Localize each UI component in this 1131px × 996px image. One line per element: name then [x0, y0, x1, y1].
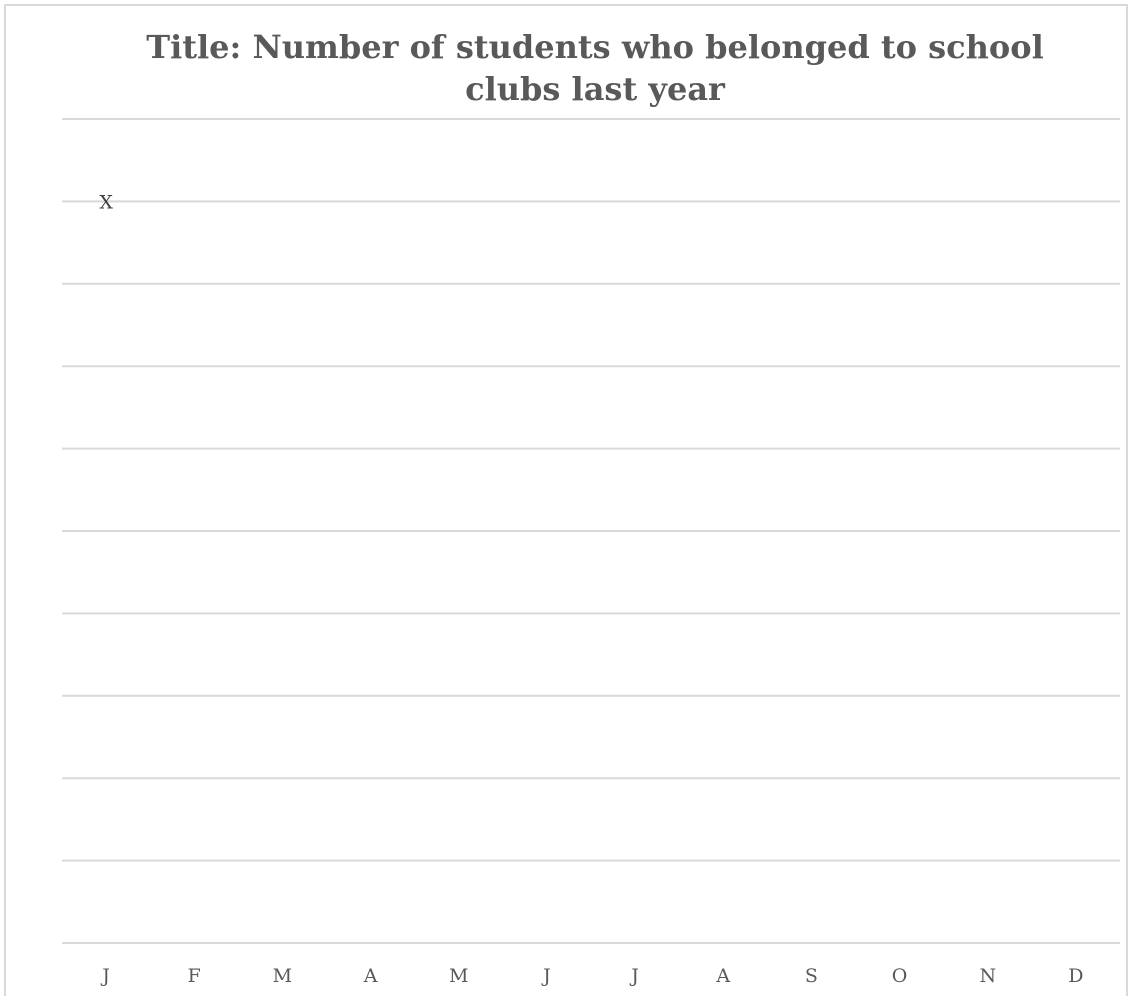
x-tick-label: J [541, 965, 551, 987]
x-tick-label: A [715, 965, 730, 987]
x-tick-label: N [979, 965, 996, 987]
data-markers: X [99, 191, 113, 213]
x-tick-label: D [1068, 965, 1083, 987]
x-tick-label: S [805, 965, 818, 987]
gridlines [62, 118, 1120, 944]
x-tick-label: O [892, 965, 908, 987]
x-tick-label: A [363, 965, 378, 987]
x-tick-label: F [188, 965, 201, 987]
x-tick-label: M [273, 965, 292, 987]
chart-title: Title: Number of students who belonged t… [146, 28, 1044, 108]
chart-frame [4, 4, 1128, 996]
data-point-marker: X [99, 191, 113, 213]
x-tick-label: J [100, 965, 110, 987]
x-tick-label: J [629, 965, 639, 987]
x-tick-label: M [449, 965, 468, 987]
